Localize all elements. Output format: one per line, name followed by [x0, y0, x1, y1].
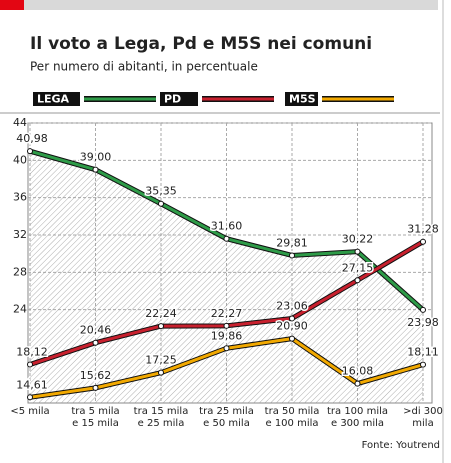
point — [354, 277, 361, 284]
value-label: 22,24 — [145, 307, 177, 320]
point — [27, 394, 33, 401]
value-label: 29,81 — [276, 236, 308, 249]
value-label: 22,27 — [211, 307, 243, 320]
point — [420, 361, 426, 368]
value-label: 17,25 — [145, 354, 177, 367]
value-label: 23,98 — [407, 316, 439, 329]
value-label: 30,22 — [342, 233, 374, 246]
y-tick-label: 24 — [13, 303, 27, 316]
value-label: 20,46 — [80, 324, 112, 337]
top-band — [0, 0, 438, 10]
x-tick-label: tra 15 mila e 25 mila — [133, 406, 189, 429]
separator — [0, 112, 440, 114]
point — [420, 306, 426, 313]
source: Fonte: Youtrend — [362, 440, 440, 451]
value-label: 18,11 — [407, 346, 439, 359]
value-label: 40,98 — [16, 132, 48, 145]
point — [158, 369, 164, 376]
value-label: 39,00 — [80, 151, 112, 164]
y-tick-label: 32 — [13, 228, 27, 241]
legend-box — [33, 92, 80, 106]
x-tick-label: tra 50 mila e 100 mila — [264, 406, 320, 429]
value-label: 23,06 — [276, 299, 308, 312]
legend-box — [160, 92, 198, 106]
x-tick-label: <5 mila — [10, 406, 50, 417]
y-tick-label: 36 — [13, 191, 27, 204]
value-label: 18,12 — [16, 346, 48, 359]
point — [289, 315, 295, 322]
y-tick-label: 40 — [13, 153, 27, 166]
point — [27, 148, 33, 155]
legend-label: LEGA — [37, 93, 70, 106]
point — [223, 235, 230, 242]
point — [289, 252, 295, 259]
point — [223, 322, 230, 329]
point — [420, 238, 426, 245]
point — [27, 361, 33, 368]
legend-box — [285, 92, 318, 106]
value-label: 19,86 — [211, 329, 243, 342]
legend-label: M5S — [289, 93, 316, 106]
point — [158, 200, 164, 207]
legend-label: PD — [164, 93, 181, 106]
x-tick-label: tra 5 mila e 15 mila — [71, 406, 120, 429]
value-label: 14,61 — [16, 378, 48, 391]
value-label: 20,90 — [276, 320, 308, 333]
value-label: 27,15 — [342, 261, 374, 274]
point — [92, 339, 99, 346]
x-tick-label: tra 25 mila e 50 mila — [199, 406, 254, 429]
chart-title: Il voto a Lega, Pd e M5S nei comuni — [30, 34, 372, 54]
top-accent — [0, 0, 24, 10]
point — [354, 380, 361, 387]
x-tick-label: tra 100 mila e 300 mila — [326, 406, 389, 429]
point — [289, 335, 295, 342]
point — [158, 323, 164, 330]
area — [30, 151, 423, 403]
value-label: 31,28 — [407, 223, 439, 236]
value-label: 35,35 — [145, 185, 177, 198]
chart-subtitle: Per numero di abitanti, in percentuale — [30, 60, 258, 74]
y-tick-label: 28 — [13, 265, 27, 278]
point — [354, 248, 361, 255]
point — [92, 384, 99, 391]
value-label: 31,60 — [211, 220, 243, 233]
point — [92, 166, 99, 173]
value-label: 16,08 — [342, 365, 374, 378]
y-tick-label: 44 — [13, 116, 27, 129]
x-tick-label: >di 300 mila — [403, 406, 443, 429]
value-label: 15,62 — [80, 369, 112, 382]
point — [223, 345, 230, 352]
